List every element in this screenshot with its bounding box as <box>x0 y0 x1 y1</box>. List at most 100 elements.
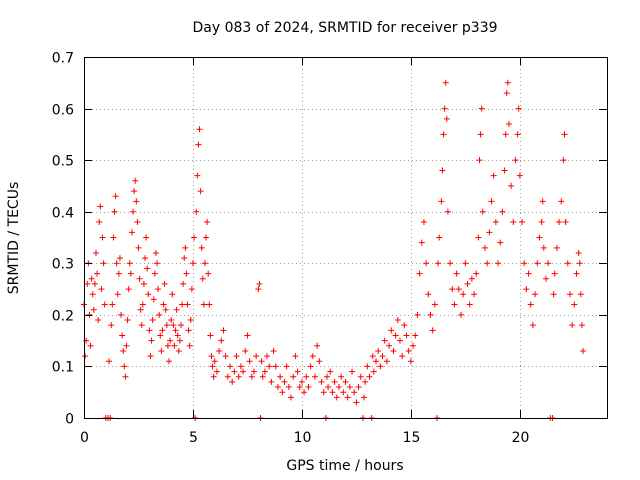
data-point <box>168 317 175 324</box>
data-point <box>253 353 260 360</box>
data-point <box>479 208 486 215</box>
data-point <box>471 291 478 298</box>
data-point <box>206 301 213 308</box>
data-point <box>268 378 275 385</box>
data-point <box>169 291 176 298</box>
data-point <box>383 358 390 365</box>
data-point <box>196 126 203 133</box>
data-point <box>441 105 448 112</box>
data-point <box>292 353 299 360</box>
data-point <box>540 244 547 251</box>
data-point <box>329 389 336 396</box>
data-point <box>390 347 397 354</box>
data-point <box>401 322 408 329</box>
data-point <box>351 389 358 396</box>
data-point <box>229 378 236 385</box>
data-point <box>296 384 303 391</box>
data-point <box>314 342 321 349</box>
data-point <box>193 208 200 215</box>
data-point <box>185 327 192 334</box>
data-point <box>580 347 587 354</box>
data-point <box>145 291 152 298</box>
data-point <box>204 219 211 226</box>
data-point <box>550 291 557 298</box>
data-point <box>111 208 118 215</box>
data-point <box>388 327 395 334</box>
data-point <box>357 373 364 380</box>
data-point <box>98 286 105 293</box>
data-point <box>131 188 138 195</box>
data-point <box>91 280 98 287</box>
data-point <box>281 378 288 385</box>
data-point <box>462 260 469 267</box>
data-point <box>318 378 325 385</box>
data-point <box>443 115 450 122</box>
data-point <box>227 363 234 370</box>
data-point <box>553 244 560 251</box>
data-point <box>294 368 301 375</box>
data-point <box>213 368 220 375</box>
data-point <box>155 286 162 293</box>
data-point <box>231 368 238 375</box>
data-point <box>96 219 103 226</box>
data-point <box>100 260 107 267</box>
data-point <box>364 363 371 370</box>
data-point <box>114 291 121 298</box>
data-point <box>183 270 190 277</box>
data-point <box>375 347 382 354</box>
data-point <box>222 353 229 360</box>
y-tick-label: 0.4 <box>52 206 74 222</box>
data-point <box>152 249 159 256</box>
data-point <box>151 270 158 277</box>
data-point <box>516 172 523 179</box>
data-point <box>261 368 268 375</box>
data-point <box>529 322 536 329</box>
data-point <box>442 79 449 86</box>
data-point <box>94 270 101 277</box>
data-point <box>149 317 156 324</box>
data-point <box>414 311 421 318</box>
data-point <box>288 394 295 401</box>
data-point <box>504 79 511 86</box>
data-point <box>431 301 438 308</box>
data-point <box>147 353 154 360</box>
data-point <box>486 229 493 236</box>
data-point <box>108 322 115 329</box>
data-point <box>560 157 567 164</box>
data-point <box>340 389 347 396</box>
data-point <box>184 301 191 308</box>
data-point <box>112 193 119 200</box>
data-point <box>106 358 113 365</box>
data-point <box>440 131 447 138</box>
data-point <box>564 260 571 267</box>
data-point <box>573 270 580 277</box>
grid <box>84 57 607 418</box>
data-point <box>298 378 305 385</box>
data-point <box>159 327 166 334</box>
data-point <box>233 353 240 360</box>
data-point <box>316 358 323 365</box>
data-point <box>250 368 257 375</box>
data-point <box>266 363 273 370</box>
data-point <box>410 342 417 349</box>
data-point <box>144 265 151 272</box>
data-point <box>194 172 201 179</box>
data-point <box>246 358 253 365</box>
y-tick-label: 0.3 <box>52 257 74 273</box>
x-tick-label: 0 <box>80 430 89 446</box>
data-point <box>396 337 403 344</box>
data-point <box>164 342 171 349</box>
data-point <box>88 275 95 282</box>
data-point <box>460 291 467 298</box>
data-point <box>97 203 104 210</box>
data-point <box>174 332 181 339</box>
data-point <box>216 347 223 354</box>
data-point <box>576 260 583 267</box>
data-point <box>132 177 139 184</box>
data-point <box>508 182 515 189</box>
data-point <box>420 219 427 226</box>
data-point <box>407 358 414 365</box>
data-point <box>447 260 454 267</box>
data-point <box>198 244 205 251</box>
data-point <box>258 358 265 365</box>
